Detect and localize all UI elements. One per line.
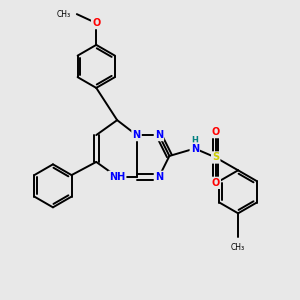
Text: H: H <box>191 136 198 145</box>
Text: N: N <box>191 143 199 154</box>
Text: NH: NH <box>109 172 125 182</box>
Text: O: O <box>92 18 100 28</box>
Text: N: N <box>155 130 163 140</box>
Text: O: O <box>212 178 220 188</box>
Text: N: N <box>155 172 163 182</box>
Text: O: O <box>212 127 220 137</box>
Text: CH₃: CH₃ <box>57 10 71 19</box>
Text: S: S <box>212 152 219 163</box>
Text: N: N <box>133 130 141 140</box>
Text: CH₃: CH₃ <box>231 243 245 252</box>
